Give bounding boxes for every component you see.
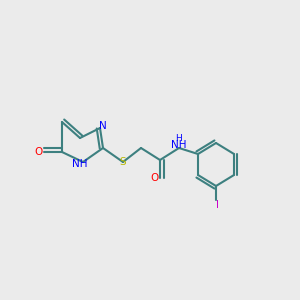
Text: O: O [151,173,159,183]
Text: S: S [120,157,126,167]
Text: O: O [34,147,43,157]
Text: H: H [176,134,182,143]
Text: NH: NH [72,159,88,170]
Text: NH: NH [171,140,187,150]
Text: I: I [216,200,219,209]
Text: N: N [98,121,106,130]
